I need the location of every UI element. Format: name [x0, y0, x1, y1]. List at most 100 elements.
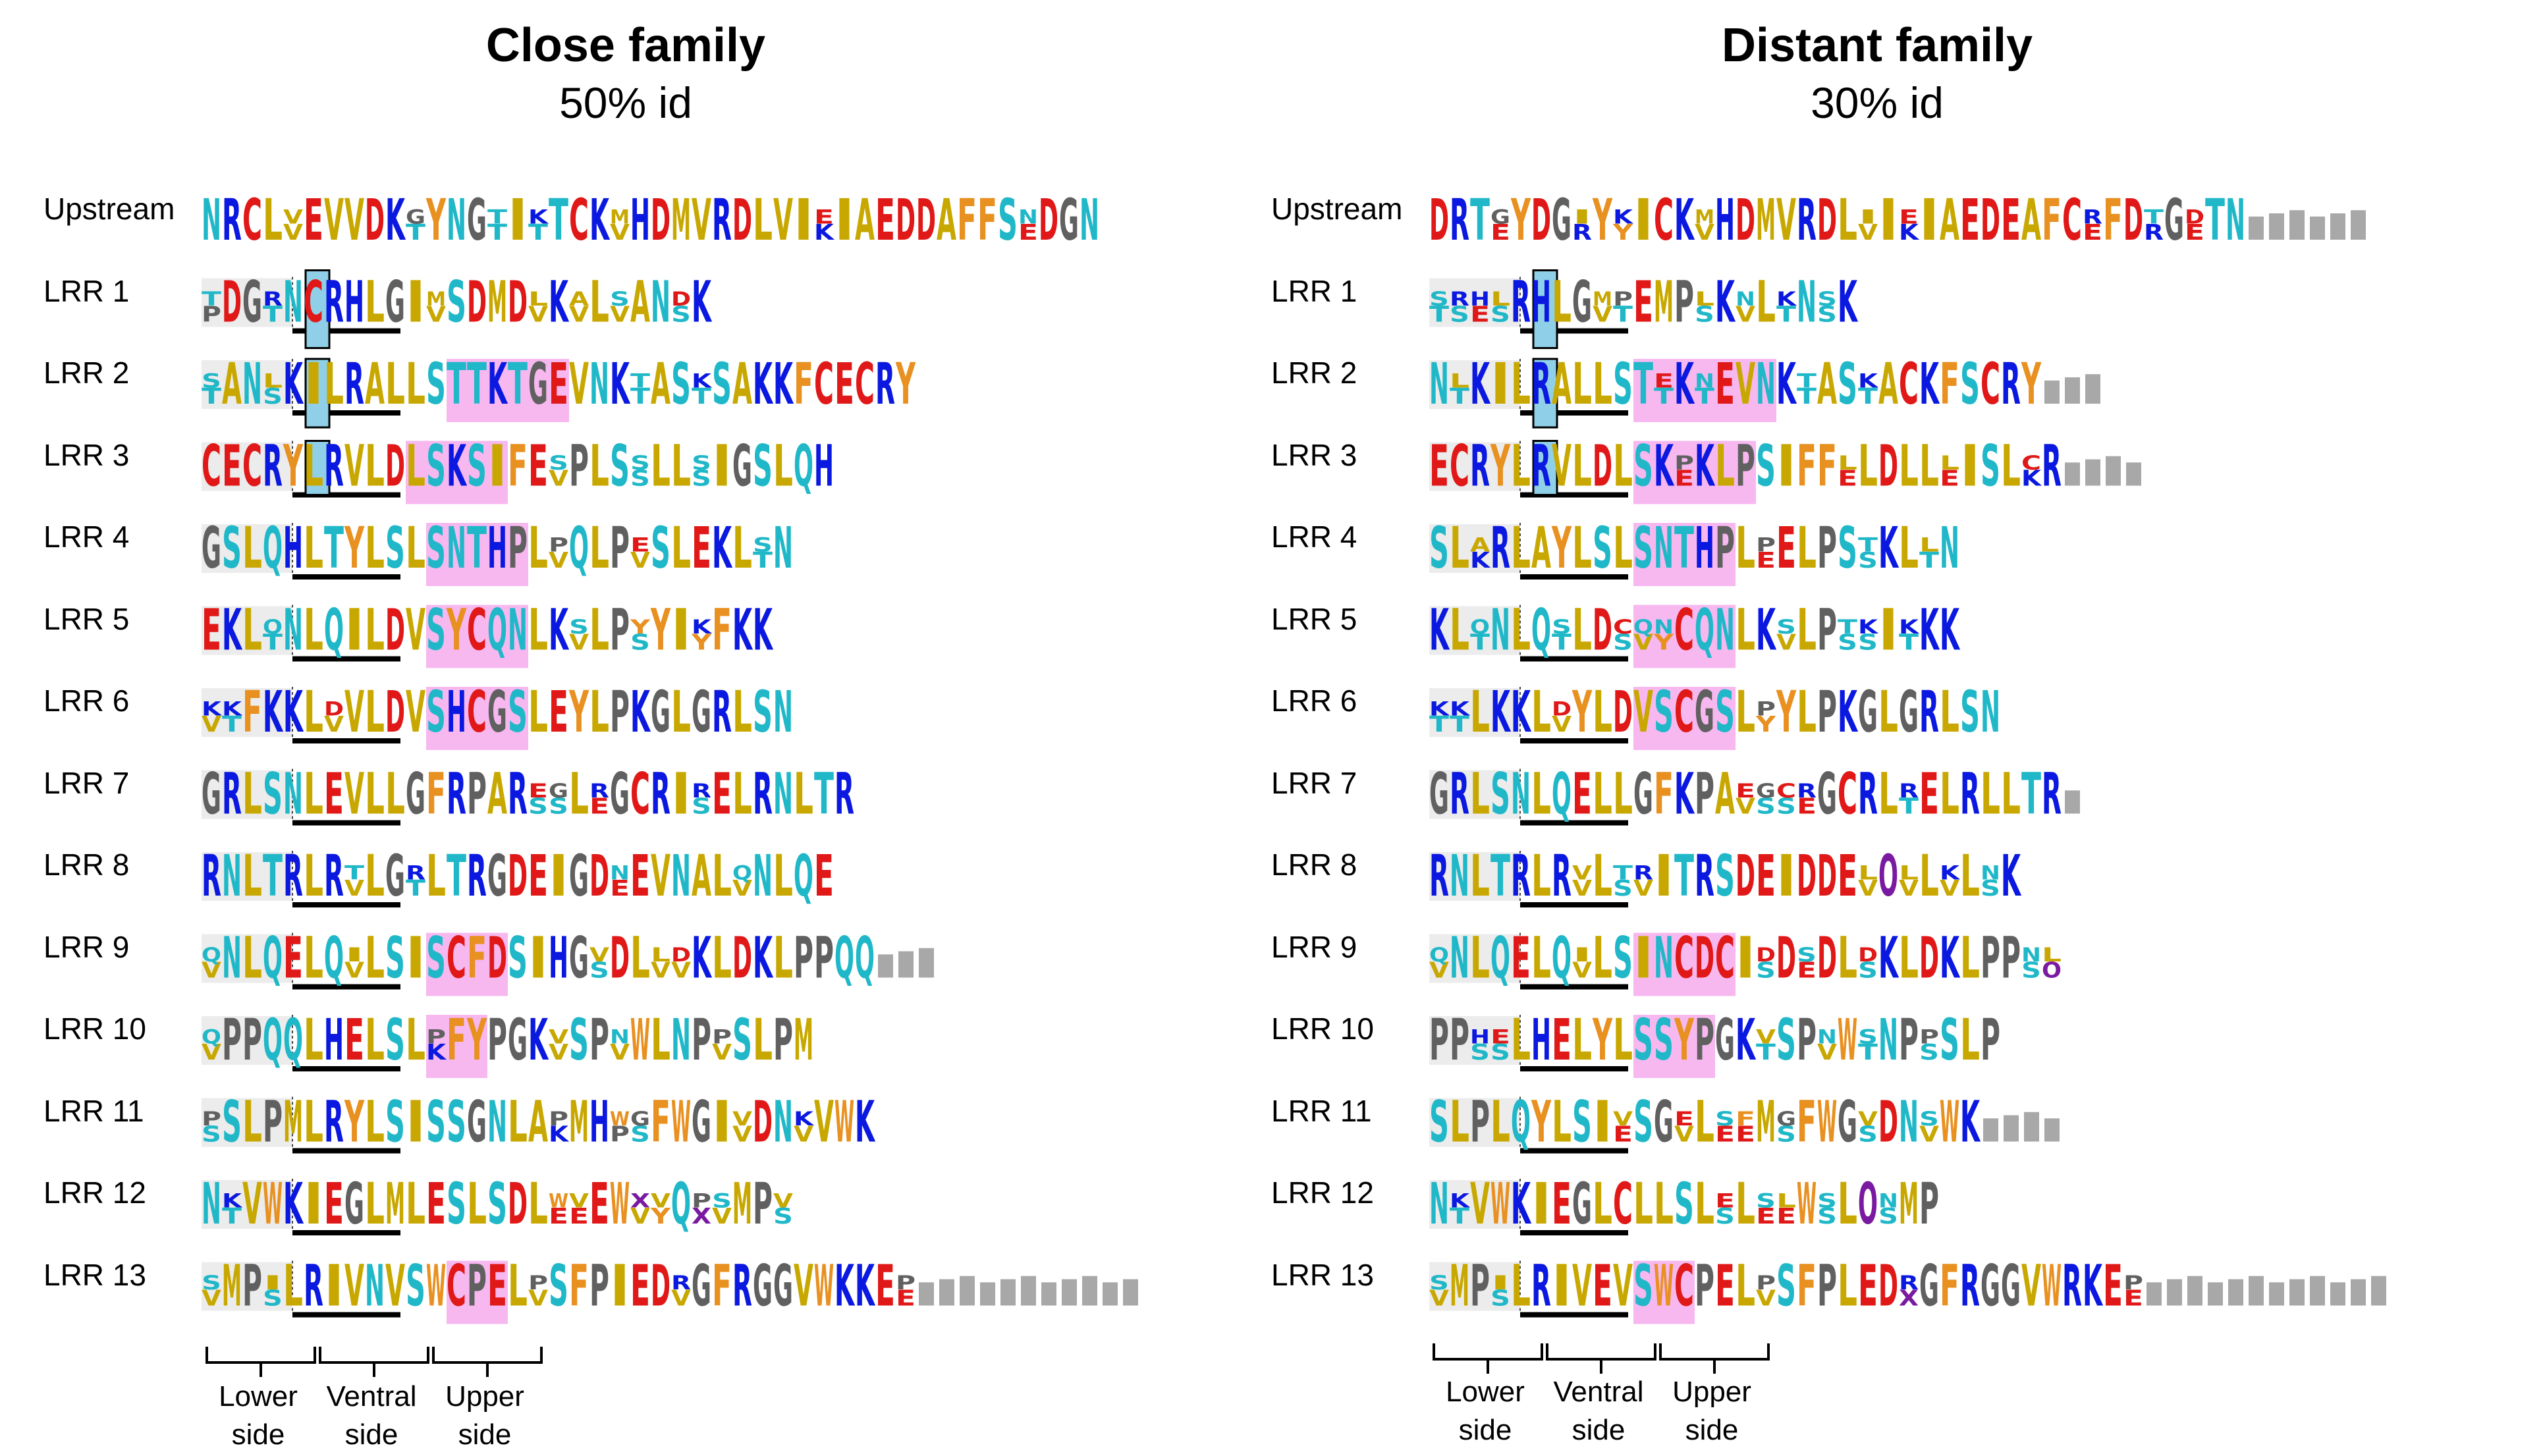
residue-letter: R: [692, 780, 711, 802]
residue-letter: R: [263, 288, 283, 310]
upper-side-bracket: [432, 1347, 543, 1377]
panel-subtitle: 30% id: [1811, 78, 1944, 127]
residue-letter: T: [1899, 794, 1919, 819]
residue-letter: S: [1490, 1040, 1510, 1065]
residue-letter: L: [1858, 862, 1878, 884]
ventral-underline: [1520, 738, 1628, 743]
residue-letter: Q: [1695, 598, 1714, 664]
residue-letter: I: [1736, 926, 1755, 992]
residue-letter: R: [1572, 220, 1592, 245]
residue-letter: R: [651, 762, 670, 828]
residue-letter: N: [1878, 1190, 1898, 1212]
residue-letter: H: [1715, 188, 1735, 254]
residue-letter: K: [753, 352, 773, 418]
residue-letter: L: [732, 680, 752, 745]
residue-letter: D: [1736, 188, 1755, 254]
residue-letter: K: [610, 352, 630, 418]
row-label: LRR 4: [1271, 520, 1357, 554]
residue-letter: S: [385, 926, 405, 992]
residue-letter: V: [794, 1122, 814, 1147]
residue-letter: L: [1531, 926, 1551, 992]
residue-letter: V: [1613, 1108, 1633, 1130]
upper-side-highlight: [1633, 605, 1736, 668]
residue-letter: L: [753, 188, 773, 254]
residue-letter: L: [242, 844, 262, 909]
residue-letter: L: [365, 598, 385, 664]
residue-letter: K: [1899, 616, 1920, 638]
residue-letter: S: [1817, 302, 1837, 327]
residue-letter: K: [855, 1254, 875, 1320]
residue-letter: K: [222, 1190, 243, 1212]
residue-letter: R: [1858, 762, 1878, 828]
residue-letter: A: [651, 352, 670, 418]
residue-letter: L: [1858, 434, 1878, 500]
residue-letter: R: [447, 762, 466, 828]
residue-letter: S: [1429, 288, 1449, 310]
residue-letter: K: [447, 434, 467, 500]
residue-letter: D: [1429, 188, 1449, 254]
residue-letter: G: [773, 1254, 793, 1320]
residue-letter: K: [814, 220, 835, 245]
residue-letter: G: [1756, 780, 1776, 802]
ventral-underline: [1520, 902, 1628, 907]
residue-letter: S: [998, 188, 1018, 254]
residue-letter: E: [834, 352, 854, 418]
residue-letter: T: [263, 302, 283, 327]
residue-letter: N: [773, 680, 793, 745]
residue-letter: N: [1899, 1090, 1919, 1156]
residue-letter: D: [732, 926, 752, 992]
residue-letter: E: [896, 1286, 916, 1311]
residue-letter: S: [1756, 794, 1776, 819]
residue-letter: E: [1572, 762, 1592, 828]
residue-letter: E: [1940, 466, 1959, 491]
row-label: LRR 5: [43, 601, 130, 636]
residue-letter: L: [1593, 352, 1612, 418]
residue-letter: M: [1695, 206, 1714, 229]
residue-letter: L: [2001, 434, 2021, 500]
row-label: LRR 10: [1271, 1011, 1374, 1046]
lower-side-shade: [202, 852, 292, 901]
residue-letter: D: [589, 844, 609, 909]
residue-letter: E: [528, 844, 548, 909]
residue-letter: R: [406, 862, 425, 884]
row-label: LRR 9: [43, 929, 130, 964]
residue-letter: I: [344, 944, 364, 966]
residue-letter: G: [1059, 188, 1079, 254]
logo-row: N TL K I L R A L L S T TE K TN E V N K TT A S TK A C K F S C R Y: [1429, 352, 2100, 429]
residue-letter: E: [1919, 762, 1939, 828]
gap-bar: [2289, 1279, 2305, 1306]
residue-letter: E: [426, 1172, 446, 1237]
residue-letter: T: [2021, 762, 2041, 828]
residue-letter: T: [263, 844, 283, 909]
residue-letter: V: [202, 1286, 222, 1311]
residue-letter: K: [855, 1090, 875, 1156]
residue-letter: D: [671, 288, 691, 310]
residue-letter: Q: [1552, 762, 1572, 828]
residue-letter: N: [242, 352, 262, 418]
residue-letter: S: [549, 1254, 568, 1320]
residue-letter: N: [773, 1090, 793, 1156]
residue-letter: L: [365, 1008, 385, 1073]
residue-letter: L: [753, 1008, 773, 1073]
residue-letter: S: [1981, 876, 2000, 901]
residue-letter: K: [528, 1008, 549, 1073]
residue-letter: E: [1756, 844, 1776, 909]
residue-letter: S: [671, 352, 691, 418]
gap-bar: [2249, 216, 2264, 240]
residue-letter: D: [1613, 680, 1633, 745]
residue-letter: H: [344, 270, 364, 336]
ventral-underline: [1520, 1148, 1628, 1154]
residue-letter: V: [2021, 1254, 2041, 1320]
residue-letter: S: [447, 270, 466, 336]
residue-letter: S: [1613, 630, 1633, 655]
residue-letter: I: [1960, 434, 1980, 500]
lower-side-shade: [202, 524, 292, 573]
residue-letter: L: [1511, 352, 1531, 418]
residue-letter: A: [1878, 352, 1898, 418]
lower-side-shade: [202, 606, 292, 655]
residue-letter: C: [1450, 434, 1469, 500]
residue-letter: N: [1490, 598, 1510, 664]
residue-letter: S: [1429, 1090, 1449, 1156]
